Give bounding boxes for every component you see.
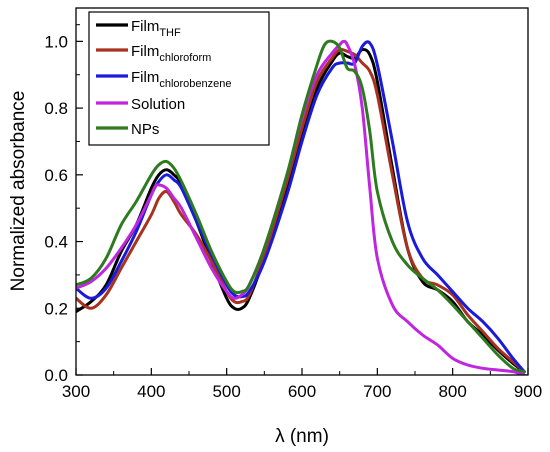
- legend-entry-name: NPs: [131, 121, 159, 138]
- x-tick-label: 700: [363, 382, 391, 401]
- legend: FilmTHFFilmchloroformFilmchlorobenzeneSo…: [88, 11, 270, 146]
- series-line-film-chloroform: [76, 47, 526, 374]
- legend-entry-name: Film: [131, 18, 159, 35]
- y-tick-label: 0.2: [44, 299, 68, 318]
- y-tick-label: 0.4: [44, 233, 68, 252]
- y-tick-label: 0.8: [44, 99, 68, 118]
- y-tick-label: 0.0: [44, 366, 68, 385]
- x-axis-title: λ (nm): [275, 426, 329, 447]
- legend-entry-subscript: chlorobenzene: [159, 78, 231, 90]
- series-layer: [76, 39, 526, 375]
- x-tick-label: 600: [288, 382, 316, 401]
- legend-entry-name: Film: [131, 43, 159, 60]
- legend-entry-label: Filmchlorobenzene: [131, 69, 232, 90]
- legend-entry-name: Solution: [131, 96, 185, 113]
- y-axis-ticks: 0.0 0.2 0.4 0.6 0.8 1.0: [44, 24, 83, 385]
- x-tick-label: 800: [438, 382, 466, 401]
- legend-entry-label: Filmchloroform: [131, 43, 211, 64]
- x-axis-ticks: 300 400 500 600 700 800 900: [62, 368, 542, 401]
- legend-box: [88, 11, 270, 146]
- legend-entry-label: FilmTHF: [131, 18, 181, 39]
- legend-entry-name: Film: [131, 69, 159, 86]
- legend-entry-subscript: THF: [159, 27, 181, 39]
- legend-entry-subscript: chloroform: [159, 52, 211, 64]
- x-tick-label: 400: [137, 382, 165, 401]
- y-tick-label: 0.6: [44, 166, 68, 185]
- x-tick-label: 500: [212, 382, 240, 401]
- y-tick-label: 1.0: [44, 32, 68, 51]
- legend-entry-label: Solution: [131, 96, 185, 113]
- y-axis-title: Normalized absorbance: [8, 91, 29, 292]
- legend-entry-label: NPs: [131, 121, 159, 138]
- series-line-film-chlorobenzene: [76, 40, 526, 374]
- series-line-nps: [76, 39, 526, 374]
- x-tick-label: 900: [514, 382, 542, 401]
- x-tick-label: 300: [62, 382, 90, 401]
